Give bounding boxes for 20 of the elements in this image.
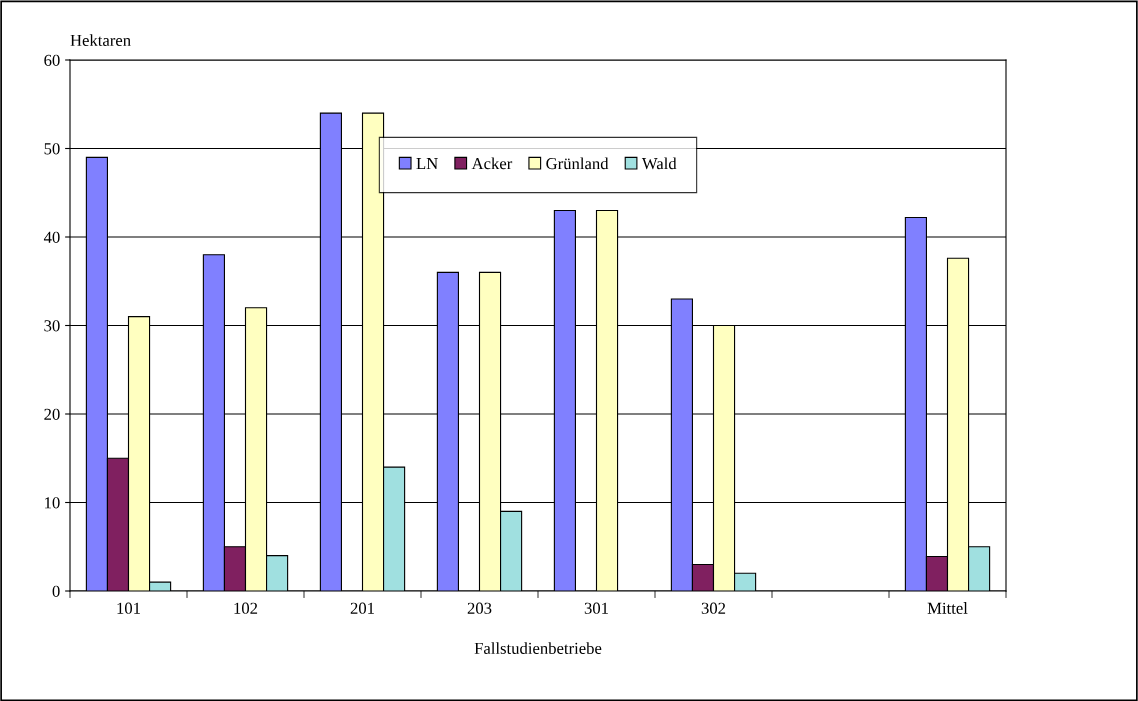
y-tick-label: 10 (45, 497, 60, 509)
legend-label: Grünland (546, 157, 609, 170)
x-tick-label: 201 (350, 602, 374, 614)
legend-label: Wald (641, 157, 677, 170)
legend-label: LN (416, 158, 438, 170)
x-tick-label: 102 (234, 602, 258, 614)
y-tick-label: 40 (43, 231, 60, 243)
x-tick-label: 302 (701, 602, 726, 614)
y-tick-label: 20 (44, 408, 60, 420)
legend-label: Acker (471, 157, 513, 170)
x-tick-label: 101 (117, 602, 140, 614)
x-tick-label: 203 (467, 602, 492, 614)
y-tick-label: 50 (44, 143, 60, 155)
y-axis-title: Hektaren (70, 34, 131, 46)
x-axis-title: Fallstudienbetriebe (474, 642, 602, 654)
x-tick-label: 301 (584, 602, 608, 614)
y-tick-label: 0 (52, 585, 60, 597)
y-tick-label: 30 (44, 320, 60, 332)
x-tick-label: Mittel (927, 602, 968, 614)
y-tick-label: 60 (44, 54, 60, 66)
